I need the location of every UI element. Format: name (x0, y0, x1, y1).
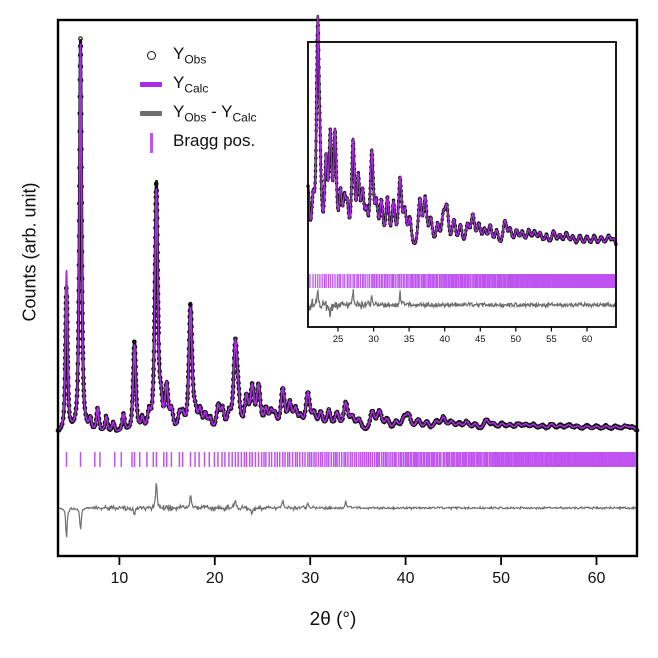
calculated-curve (57, 43, 638, 432)
legend-item-yobs: YObs (137, 41, 257, 70)
svg-text:25: 25 (333, 334, 344, 345)
bragg-ticks (309, 274, 617, 288)
difference-curve (307, 288, 617, 318)
legend-item-diff: YObs - YCalc (137, 99, 257, 128)
calculated-curve (307, 15, 617, 245)
bragg-ticks (65, 452, 636, 467)
svg-text:50: 50 (492, 570, 510, 587)
legend-label-ycalc: YCalc (173, 73, 209, 96)
main-panel-x-axis-ticks: 10 20 30 40 50 60 (111, 556, 606, 587)
legend-label-diff: YObs - YCalc (173, 102, 257, 125)
inset-panel: 25 30 35 40 45 50 55 60 (306, 14, 618, 345)
bragg-tick-icon (149, 132, 153, 153)
main-panel: 10 20 30 40 50 60 (55, 18, 640, 587)
x-axis-label: 2θ (°) (309, 609, 357, 630)
difference-line-icon (140, 111, 162, 116)
legend-item-ycalc: YCalc (137, 70, 257, 99)
svg-text:20: 20 (206, 570, 224, 587)
svg-text:10: 10 (111, 570, 129, 587)
inset-panel-x-axis-ticks: 25 30 35 40 45 50 55 60 (333, 327, 593, 345)
svg-text:50: 50 (511, 334, 522, 345)
svg-text:35: 35 (404, 334, 415, 345)
legend-label-yobs: YObs (173, 44, 207, 67)
svg-text:40: 40 (397, 570, 415, 587)
svg-text:30: 30 (368, 334, 379, 345)
svg-text:55: 55 (546, 334, 557, 345)
ycalc-line-icon (140, 82, 162, 87)
difference-curve (57, 483, 637, 538)
main-panel-frame (56, 18, 639, 558)
y-axis-label: Counts (arb. unit) (19, 182, 40, 322)
legend: YObs YCalc YObs - YCalc Bragg pos. (137, 41, 257, 157)
yobs-open-circle-icon (146, 51, 156, 60)
svg-text:30: 30 (301, 570, 319, 587)
svg-text:40: 40 (439, 334, 450, 345)
legend-item-bragg: Bragg pos. (137, 128, 257, 157)
inset-panel-frame (307, 41, 617, 328)
svg-text:60: 60 (588, 570, 606, 587)
legend-label-bragg: Bragg pos. (173, 131, 256, 151)
svg-text:45: 45 (475, 334, 486, 345)
svg-text:60: 60 (582, 334, 593, 345)
